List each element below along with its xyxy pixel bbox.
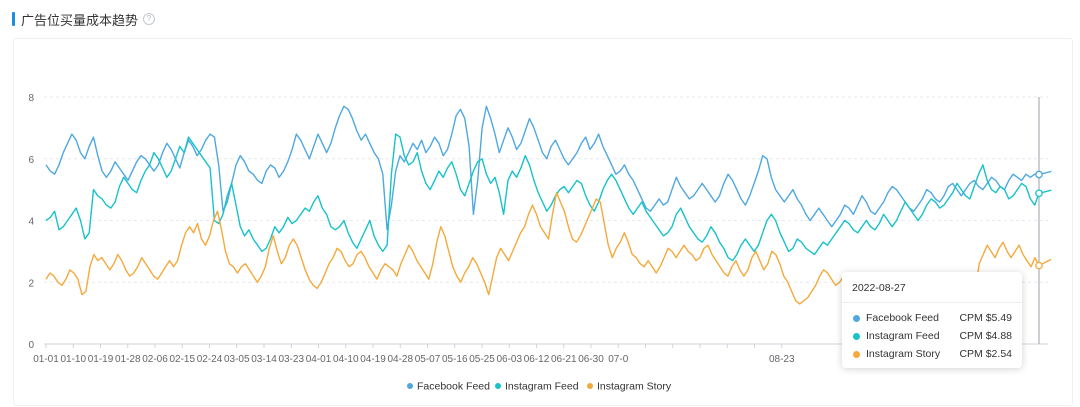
x-tick-label: 04-01 xyxy=(306,354,332,365)
y-tick-label: 6 xyxy=(28,155,34,166)
x-tick-label: 05-16 xyxy=(442,354,468,365)
x-tick-label: 02-24 xyxy=(197,354,223,365)
legend-item-instagram-feed[interactable]: Instagram Feed xyxy=(505,381,579,393)
x-tick-label: 03-14 xyxy=(251,354,277,365)
facebook-feed-dot-icon xyxy=(853,314,860,322)
x-tick-label: 08-23 xyxy=(769,354,795,365)
y-tick-label: 0 xyxy=(28,340,34,351)
chart-tooltip: 2022-08-27 Facebook Feed CPM $5.49 Insta… xyxy=(842,272,1022,368)
title-accent-bar xyxy=(12,12,15,26)
x-tick-label: 05-25 xyxy=(469,354,495,365)
x-tick-label: 01-19 xyxy=(88,354,114,365)
legend-item-facebook-feed[interactable]: Facebook Feed xyxy=(417,381,490,393)
legend-item-instagram-story[interactable]: Instagram Story xyxy=(597,381,672,393)
question-circle-icon[interactable]: ? xyxy=(143,13,156,25)
instagram-feed-dot-icon xyxy=(853,332,860,340)
x-tick-label: 02-15 xyxy=(169,354,195,365)
tooltip-series-value: CPM $4.88 xyxy=(959,330,1012,342)
legend-dot-icon xyxy=(587,383,593,389)
x-tick-label: 06-03 xyxy=(496,354,522,365)
y-tick-label: 4 xyxy=(28,217,34,228)
x-tick-label: 01-10 xyxy=(60,354,86,365)
x-tick-label: 04-10 xyxy=(333,354,359,365)
x-tick-label: 02-06 xyxy=(142,354,168,365)
x-tick-label: 04-28 xyxy=(387,354,413,365)
series-line-facebook-feed[interactable] xyxy=(45,105,1052,231)
x-tick-label: 01-01 xyxy=(33,354,59,365)
x-tick-label: 01-28 xyxy=(115,354,141,365)
x-tick-label: 06-21 xyxy=(551,354,577,365)
tooltip-row-instagram-story: Instagram Story CPM $2.54 xyxy=(853,347,1012,361)
tooltip-series-value: CPM $2.54 xyxy=(959,348,1012,360)
tooltip-divider xyxy=(842,302,1022,303)
legend-dot-icon xyxy=(407,383,413,389)
series-line-instagram-feed[interactable] xyxy=(45,133,1052,262)
tooltip-series-name: Instagram Story xyxy=(866,348,941,360)
x-tick-label: 07-0 xyxy=(608,354,628,365)
hover-point-instagram-story[interactable] xyxy=(1035,261,1043,270)
tooltip-row-facebook-feed: Facebook Feed CPM $5.49 xyxy=(853,311,1012,325)
x-tick-label: 04-19 xyxy=(360,354,386,365)
x-tick-label: 06-12 xyxy=(524,354,550,365)
x-tick-label: 03-23 xyxy=(278,354,304,365)
instagram-story-dot-icon xyxy=(853,350,860,358)
chart-title: 广告位买量成本趋势 xyxy=(21,12,139,28)
legend-dot-icon xyxy=(495,383,501,389)
tooltip-row-instagram-feed: Instagram Feed CPM $4.88 xyxy=(853,329,1012,343)
x-tick-label: 05-07 xyxy=(415,354,441,365)
tooltip-date: 2022-08-27 xyxy=(852,282,906,294)
x-tick-label: 06-30 xyxy=(578,354,604,365)
tooltip-series-name: Facebook Feed xyxy=(866,312,939,324)
chart-header: 广告位买量成本趋势 ? xyxy=(12,10,156,28)
hover-point-instagram-feed[interactable] xyxy=(1035,189,1043,198)
tooltip-series-name: Instagram Feed xyxy=(866,330,940,342)
y-tick-label: 8 xyxy=(28,93,34,104)
tooltip-series-value: CPM $5.49 xyxy=(959,312,1012,324)
x-tick-label: 03-05 xyxy=(224,354,250,365)
hover-point-facebook-feed[interactable] xyxy=(1035,170,1043,179)
y-tick-label: 2 xyxy=(28,278,34,289)
